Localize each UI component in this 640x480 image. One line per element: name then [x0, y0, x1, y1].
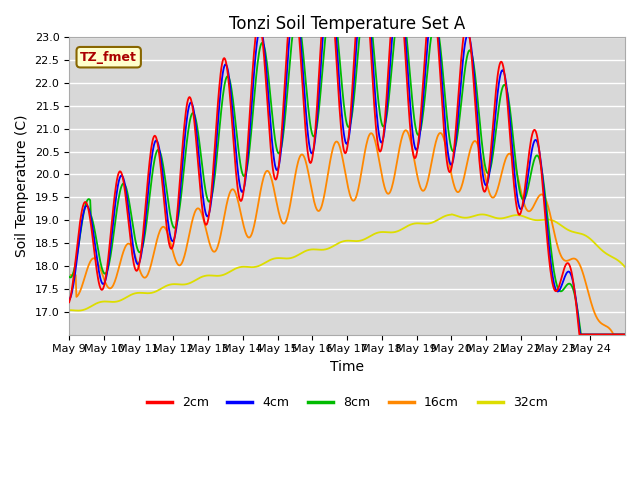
2cm	[405, 110, 413, 116]
2cm	[621, 332, 629, 337]
4cm	[577, 332, 584, 337]
8cm	[131, 232, 138, 238]
4cm	[281, 96, 289, 101]
4cm	[131, 251, 138, 257]
32cm	[448, 211, 456, 217]
32cm	[436, 216, 444, 221]
2cm	[281, 75, 289, 81]
Title: Tonzi Soil Temperature Set A: Tonzi Soil Temperature Set A	[229, 15, 465, 33]
2cm	[576, 332, 584, 337]
16cm	[405, 132, 413, 138]
16cm	[260, 173, 268, 179]
8cm	[621, 332, 629, 337]
16cm	[65, 272, 73, 278]
32cm	[282, 255, 290, 261]
2cm	[286, 12, 294, 17]
8cm	[65, 274, 73, 280]
4cm	[289, 12, 296, 17]
Y-axis label: Soil Temperature (C): Soil Temperature (C)	[15, 115, 29, 257]
2cm	[233, 176, 241, 181]
16cm	[401, 127, 409, 133]
8cm	[324, 12, 332, 17]
8cm	[578, 332, 586, 337]
8cm	[281, 114, 289, 120]
2cm	[131, 264, 138, 269]
4cm	[233, 156, 241, 161]
16cm	[131, 251, 138, 256]
16cm	[233, 193, 241, 199]
32cm	[74, 308, 82, 313]
16cm	[611, 332, 618, 337]
4cm	[65, 297, 73, 303]
8cm	[233, 130, 241, 135]
16cm	[281, 220, 289, 226]
Line: 4cm: 4cm	[69, 14, 625, 335]
Line: 2cm: 2cm	[69, 14, 625, 335]
32cm	[234, 265, 241, 271]
Line: 32cm: 32cm	[69, 214, 625, 311]
4cm	[260, 44, 268, 50]
2cm	[436, 72, 444, 78]
32cm	[621, 264, 629, 270]
32cm	[131, 290, 139, 296]
16cm	[436, 130, 444, 136]
2cm	[260, 54, 268, 60]
2cm	[65, 300, 73, 305]
Legend: 2cm, 4cm, 8cm, 16cm, 32cm: 2cm, 4cm, 8cm, 16cm, 32cm	[141, 391, 552, 414]
8cm	[436, 43, 444, 48]
4cm	[436, 55, 444, 60]
Line: 16cm: 16cm	[69, 130, 625, 335]
4cm	[621, 332, 629, 337]
Text: TZ_fmet: TZ_fmet	[80, 51, 137, 64]
X-axis label: Time: Time	[330, 360, 364, 374]
8cm	[405, 61, 413, 67]
16cm	[621, 332, 629, 337]
Line: 8cm: 8cm	[69, 14, 625, 335]
32cm	[261, 260, 269, 266]
8cm	[260, 43, 268, 49]
32cm	[405, 222, 413, 228]
32cm	[65, 307, 73, 313]
4cm	[405, 87, 413, 93]
